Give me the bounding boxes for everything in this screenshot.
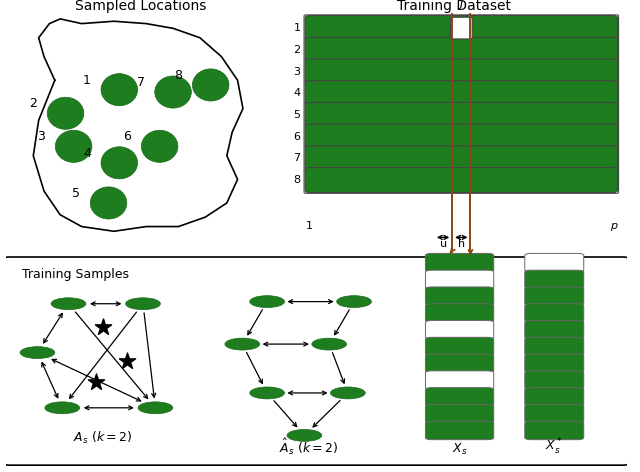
FancyBboxPatch shape [525, 304, 584, 322]
Circle shape [312, 338, 347, 350]
Text: 3: 3 [37, 130, 45, 143]
Circle shape [90, 187, 127, 219]
FancyBboxPatch shape [426, 287, 493, 305]
FancyBboxPatch shape [426, 270, 493, 289]
FancyBboxPatch shape [305, 124, 618, 149]
Circle shape [193, 69, 229, 101]
Text: p: p [610, 221, 617, 231]
Text: j: j [460, 0, 463, 9]
FancyBboxPatch shape [305, 37, 618, 62]
FancyBboxPatch shape [525, 421, 584, 440]
FancyBboxPatch shape [426, 320, 493, 339]
Text: 6: 6 [124, 130, 131, 143]
FancyBboxPatch shape [525, 287, 584, 305]
Circle shape [250, 295, 285, 308]
Text: 5: 5 [72, 187, 80, 200]
Text: $X_s$: $X_s$ [452, 442, 467, 457]
FancyBboxPatch shape [525, 337, 584, 356]
Circle shape [337, 295, 371, 308]
FancyBboxPatch shape [426, 354, 493, 372]
Circle shape [330, 387, 365, 399]
Text: $\hat{A}_s\ (k=2)$: $\hat{A}_s\ (k=2)$ [279, 437, 339, 457]
Point [122, 357, 132, 365]
Point [92, 379, 102, 386]
FancyBboxPatch shape [525, 371, 584, 389]
Circle shape [138, 402, 173, 414]
FancyBboxPatch shape [525, 320, 584, 339]
FancyBboxPatch shape [305, 168, 618, 193]
Text: 2: 2 [29, 97, 37, 110]
FancyBboxPatch shape [525, 354, 584, 372]
FancyBboxPatch shape [304, 15, 619, 194]
FancyBboxPatch shape [426, 421, 493, 440]
FancyBboxPatch shape [305, 146, 618, 171]
Text: 5: 5 [294, 110, 301, 120]
Text: 8: 8 [175, 69, 182, 82]
Title: Sampled Locations: Sampled Locations [75, 0, 207, 13]
Circle shape [47, 97, 84, 129]
Text: 2: 2 [294, 45, 301, 55]
Circle shape [51, 298, 86, 310]
Text: $A_s\ (k=2)$: $A_s\ (k=2)$ [73, 430, 132, 446]
Text: h: h [458, 239, 465, 249]
Title: Training Dataset: Training Dataset [397, 0, 511, 13]
FancyBboxPatch shape [525, 270, 584, 289]
Text: 7: 7 [137, 76, 145, 89]
FancyBboxPatch shape [305, 81, 618, 106]
Circle shape [45, 402, 79, 414]
FancyBboxPatch shape [525, 405, 584, 423]
FancyBboxPatch shape [426, 253, 493, 272]
FancyBboxPatch shape [451, 17, 472, 39]
FancyBboxPatch shape [525, 253, 584, 272]
Circle shape [141, 130, 178, 162]
FancyBboxPatch shape [525, 388, 584, 406]
Circle shape [155, 76, 191, 108]
FancyBboxPatch shape [305, 59, 618, 84]
Text: 8: 8 [294, 175, 301, 185]
Text: 7: 7 [294, 153, 301, 163]
Circle shape [287, 430, 322, 441]
FancyBboxPatch shape [426, 304, 493, 322]
Text: 6: 6 [294, 132, 301, 142]
Text: 3: 3 [294, 67, 301, 76]
Circle shape [125, 298, 161, 310]
Text: 4: 4 [83, 147, 91, 160]
Circle shape [20, 346, 55, 359]
Circle shape [225, 338, 260, 350]
Text: 1: 1 [294, 23, 301, 33]
Circle shape [101, 147, 138, 179]
Text: Training Samples: Training Samples [22, 268, 129, 281]
FancyBboxPatch shape [3, 257, 629, 465]
FancyBboxPatch shape [426, 371, 493, 389]
Text: u: u [440, 239, 447, 249]
FancyBboxPatch shape [426, 388, 493, 406]
Circle shape [55, 130, 92, 162]
Text: 1: 1 [306, 221, 313, 231]
Circle shape [101, 74, 138, 106]
Point [97, 323, 108, 331]
Text: $X_s^*$: $X_s^*$ [545, 437, 563, 457]
Text: 1: 1 [83, 74, 91, 87]
FancyBboxPatch shape [305, 102, 618, 127]
FancyBboxPatch shape [305, 16, 618, 41]
Text: 4: 4 [294, 88, 301, 98]
FancyBboxPatch shape [426, 405, 493, 423]
FancyBboxPatch shape [426, 337, 493, 356]
Circle shape [250, 387, 285, 399]
